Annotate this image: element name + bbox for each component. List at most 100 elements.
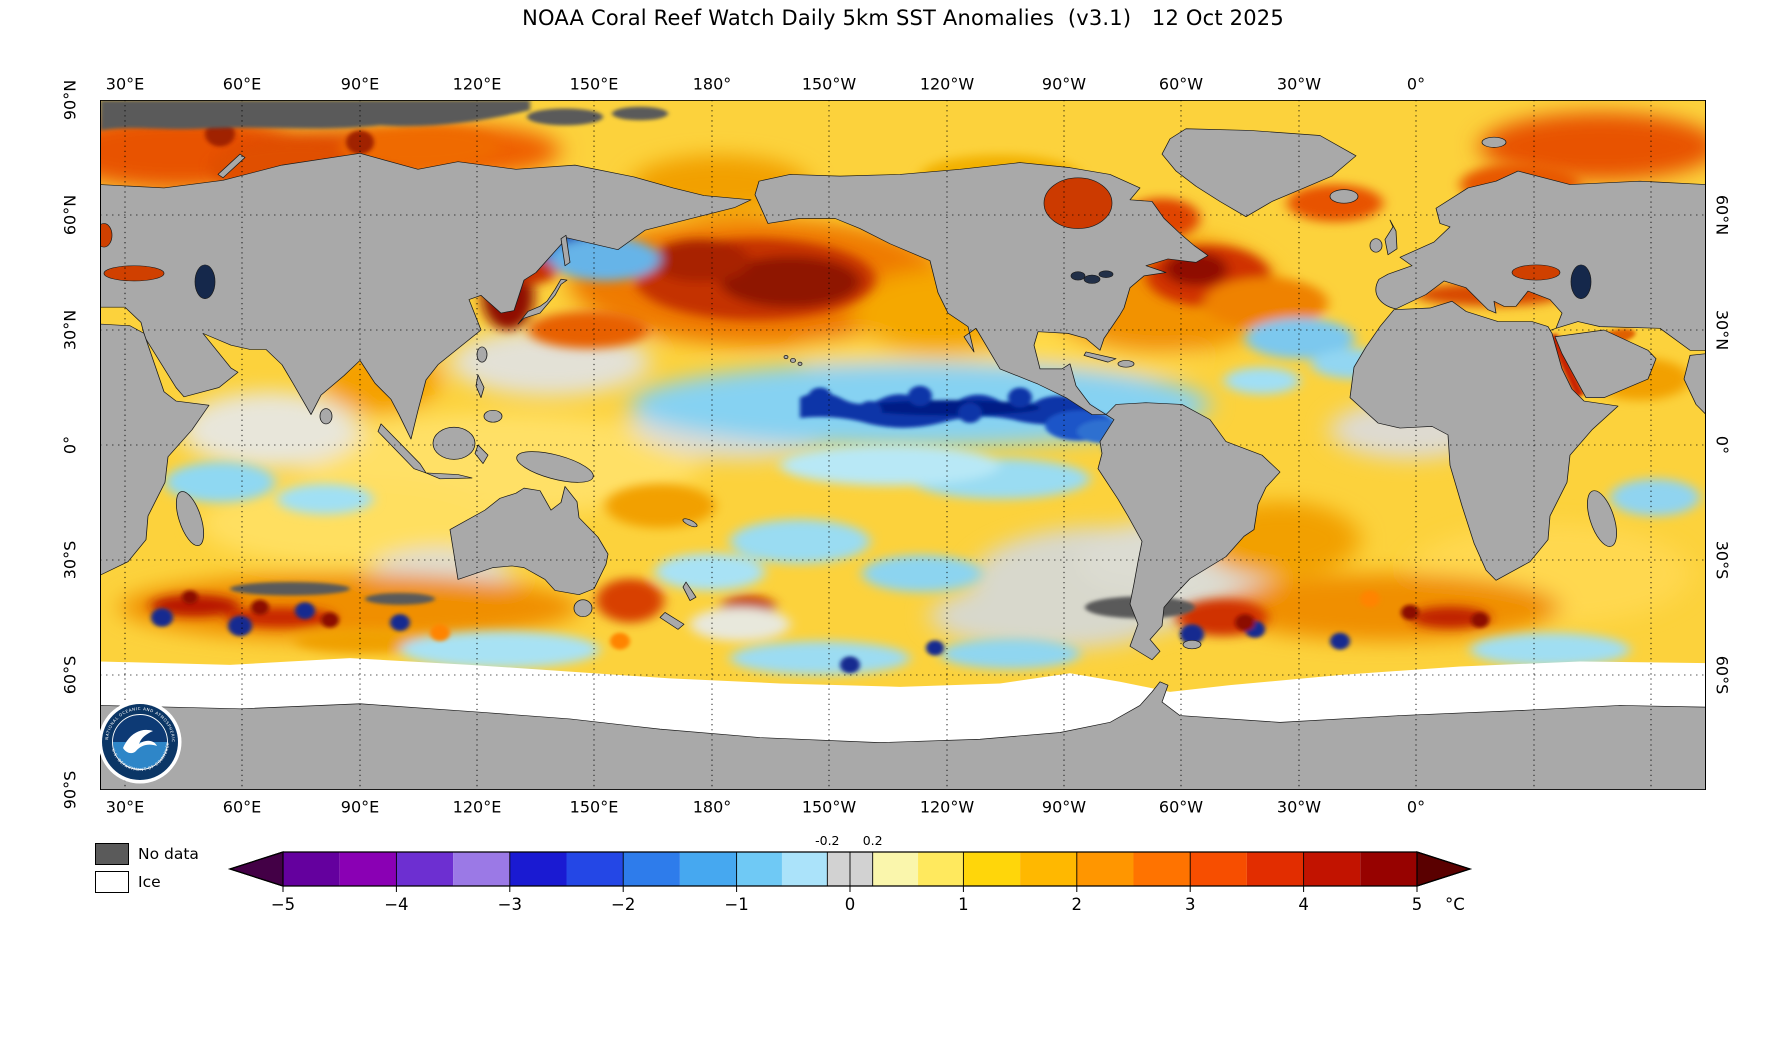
black-sea-repeat [1511,264,1561,281]
sri-lanka [319,408,333,425]
lon-tick-top: 180° [692,74,732,94]
colorbar-segment [1076,852,1134,886]
new-zealand-north [682,581,697,601]
caspian-sea-repeat [1570,264,1592,300]
lon-tick-bottom: 120°E [452,797,502,817]
colorbar-right-arrow [1416,851,1472,887]
cuba [1083,351,1117,363]
colorbar-segment [918,852,964,886]
lon-tick-bottom: 120°W [919,797,975,817]
greenland [1161,128,1357,218]
black-sea [103,265,165,282]
india-edge [1683,353,1706,415]
lon-tick-bottom: 60°E [222,797,262,817]
hudson-bay [1043,177,1113,229]
south-america [1097,402,1281,661]
colorbar-segment [1360,852,1417,886]
antarctica [100,681,1706,790]
sumatra [377,423,427,474]
colorbar-segment [736,852,782,886]
lon-tick-bottom: 180° [692,797,732,817]
africa-east [100,323,210,576]
no-data-label: No data [138,845,199,863]
chart-title: NOAA Coral Reef Watch Daily 5km SST Anom… [522,6,1284,30]
new-caledonia [682,518,698,528]
lat-tick-right: 60°N [1712,194,1732,236]
legend-ice: Ice [95,871,161,893]
colorbar-tick-label: −1 [724,895,748,914]
no-data-swatch [95,843,129,865]
colorbar-segment [1133,852,1191,886]
caspian-sea [194,264,216,300]
colorbar: −5 −4 −3 −2 −1 0 1 2 3 4 5 -0.2 0.2 °C [228,833,1472,914]
colorbar-segment [963,852,1021,886]
lat-tick-left: 90°S [60,770,80,810]
lon-tick-bottom: 150°W [801,797,857,817]
sulawesi [474,444,489,464]
lon-tick-top: 120°W [919,74,975,94]
colorbar-segment [339,852,397,886]
colorbar-segment [396,852,454,886]
ice-swatch [95,871,129,893]
lon-tick-bottom: 30°E [105,797,145,817]
colorbar-segment [623,852,680,886]
iceland [1329,189,1359,204]
colorbar-segment [1190,852,1247,886]
colorbar-sub-label: 0.2 [863,833,883,848]
lon-tick-top: 60°E [222,74,262,94]
sakhalin [560,234,571,267]
philippines [475,374,485,398]
colorbar-segment [1303,852,1361,886]
mindanao [483,409,503,423]
lat-tick-left: 30°S [60,540,80,580]
colorbar-segment [1020,852,1077,886]
world-sst-anomaly-map [100,100,1706,790]
colorbar-tick-label: −4 [384,895,408,914]
lon-tick-top: 120°E [452,74,502,94]
lat-tick-right: 0° [1712,435,1732,455]
colorbar-segment [781,852,828,886]
lat-tick-left: 60°N [60,194,80,236]
legend-no-data: No data [95,843,199,865]
lon-tick-top: 90°E [340,74,380,94]
colorbar-segment [1246,852,1304,886]
lat-tick-left: 90°N [60,79,80,121]
colorbar-segment [283,852,340,886]
falkland-islands [1182,639,1202,650]
lat-tick-right: 30°S [1712,540,1732,580]
japan [517,278,568,325]
lon-tick-bottom: 90°W [1041,797,1087,817]
svalbard [1481,136,1507,148]
ireland [1369,238,1383,253]
lon-tick-bottom: 30°W [1276,797,1322,817]
colorbar-segment [509,852,567,886]
colorbar-tick-label: 1 [958,895,969,914]
lon-tick-top: 90°W [1041,74,1087,94]
colorbar-tick-label: −5 [271,895,295,914]
africa-west [1349,300,1619,581]
inland-seas [100,177,1592,300]
lat-tick-right: 30°N [1712,309,1732,351]
colorbar-tick-label: 4 [1298,895,1309,914]
seagull-icon [123,729,157,754]
colorbar-tick-label: 5 [1412,895,1423,914]
colorbar-unit: °C [1445,895,1465,914]
lon-tick-top: 150°E [569,74,619,94]
colorbar-tick-label: 3 [1185,895,1196,914]
colorbar-segment [453,852,510,886]
great-britain [1384,219,1398,256]
lon-tick-bottom: 150°E [569,797,619,817]
new-zealand-south [659,612,685,630]
lon-tick-top: 0° [1406,74,1426,94]
colorbar-segment [872,852,919,886]
colorbar-sub-label: -0.2 [815,833,839,848]
java [425,472,473,480]
madagascar-repeat [1587,490,1617,547]
colorbar-tick-label: −2 [611,895,635,914]
lat-tick-left: 30°N [60,309,80,351]
arabia [1554,329,1657,398]
colorbar-segment [566,852,624,886]
new-guinea [516,451,594,483]
lon-tick-bottom: 90°E [340,797,380,817]
